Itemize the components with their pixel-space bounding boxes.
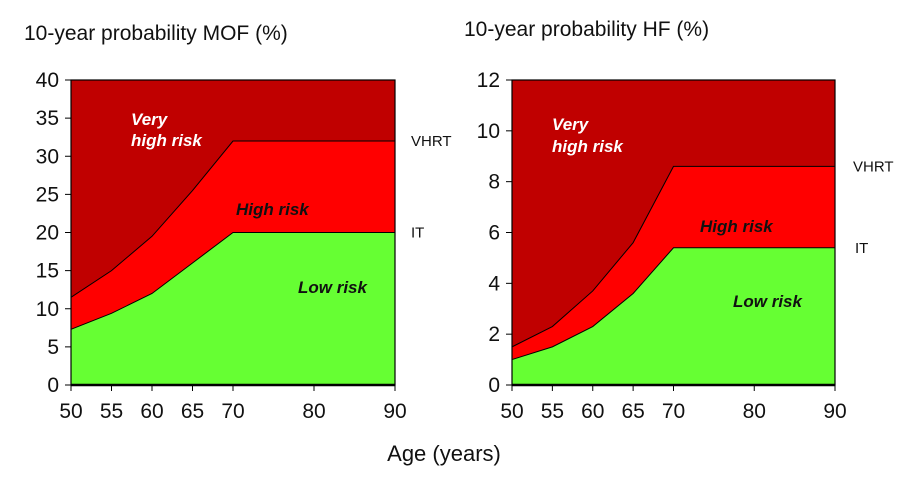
y-tick-label: 35 bbox=[36, 107, 59, 130]
high-risk-label: High risk bbox=[700, 217, 774, 236]
x-tick-label: 90 bbox=[383, 400, 406, 423]
y-tick-label: 10 bbox=[477, 120, 500, 143]
very-high-risk-label-line: Very bbox=[131, 110, 169, 129]
very-high-risk-label: Very high risk bbox=[131, 110, 203, 150]
very-high-risk-label: Very high risk bbox=[552, 115, 624, 156]
it-threshold-label: IT bbox=[855, 240, 868, 257]
y-tick-label: 0 bbox=[47, 374, 59, 397]
y-tick-label: 20 bbox=[36, 222, 59, 245]
y-tick-label: 25 bbox=[36, 183, 59, 206]
low-risk-area bbox=[512, 247, 835, 385]
x-tick-label: 55 bbox=[541, 400, 564, 423]
x-tick-label: 65 bbox=[181, 400, 204, 423]
x-tick-label: 70 bbox=[662, 400, 685, 423]
x-tick-label: 60 bbox=[140, 400, 163, 423]
y-tick-label: 10 bbox=[36, 298, 59, 321]
low-risk-boundary-line bbox=[70, 232, 395, 330]
low-risk-area bbox=[71, 232, 395, 385]
x-tick-label: 80 bbox=[743, 400, 766, 423]
very-high-risk-label-line: high risk bbox=[552, 137, 624, 156]
y-tick-label: 12 bbox=[477, 69, 500, 92]
high-risk-label: High risk bbox=[236, 200, 310, 219]
x-tick-label: 50 bbox=[500, 400, 523, 423]
high-risk-boundary-line bbox=[511, 165, 835, 348]
low-risk-boundary-line bbox=[511, 247, 835, 361]
x-tick-label: 60 bbox=[581, 400, 604, 423]
y-tick-label: 5 bbox=[47, 336, 59, 359]
chart-title: 10-year probability HF (%) bbox=[464, 18, 709, 41]
chart-hf: 10-year probability HF (%) 0 2 4 6 8 10 12 50 55 6… bbox=[464, 18, 894, 423]
x-tick-label: 80 bbox=[302, 400, 325, 423]
vhrt-threshold-label: VHRT bbox=[411, 133, 452, 150]
x-tick-label: 65 bbox=[621, 400, 644, 423]
y-tick-label: 4 bbox=[488, 272, 500, 295]
x-tick-label: 55 bbox=[100, 400, 123, 423]
shared-x-axis-label: Age (years) bbox=[387, 441, 501, 466]
chart-mof: 10-year probability MOF (%) 0 5 10 15 20 25 30 3… bbox=[24, 22, 452, 423]
x-tick-label: 90 bbox=[823, 400, 846, 423]
very-high-risk-label-line: high risk bbox=[131, 131, 203, 150]
y-tick-label: 30 bbox=[36, 145, 59, 168]
y-tick-label: 6 bbox=[488, 222, 500, 245]
y-tick-label: 2 bbox=[488, 323, 500, 346]
x-tick-label: 70 bbox=[221, 400, 244, 423]
chart-title: 10-year probability MOF (%) bbox=[24, 22, 288, 45]
vhrt-threshold-label: VHRT bbox=[853, 158, 894, 175]
low-risk-label: Low risk bbox=[733, 292, 804, 311]
y-tick-label: 15 bbox=[36, 260, 59, 283]
very-high-risk-label-line: Very bbox=[552, 115, 590, 134]
x-tick-label: 50 bbox=[59, 400, 82, 423]
low-risk-label: Low risk bbox=[298, 278, 369, 297]
y-tick-label: 8 bbox=[488, 171, 500, 194]
it-threshold-label: IT bbox=[411, 225, 424, 242]
y-tick-label: 40 bbox=[36, 69, 59, 92]
high-risk-boundary-line bbox=[70, 140, 395, 298]
y-tick-label: 0 bbox=[488, 374, 500, 397]
